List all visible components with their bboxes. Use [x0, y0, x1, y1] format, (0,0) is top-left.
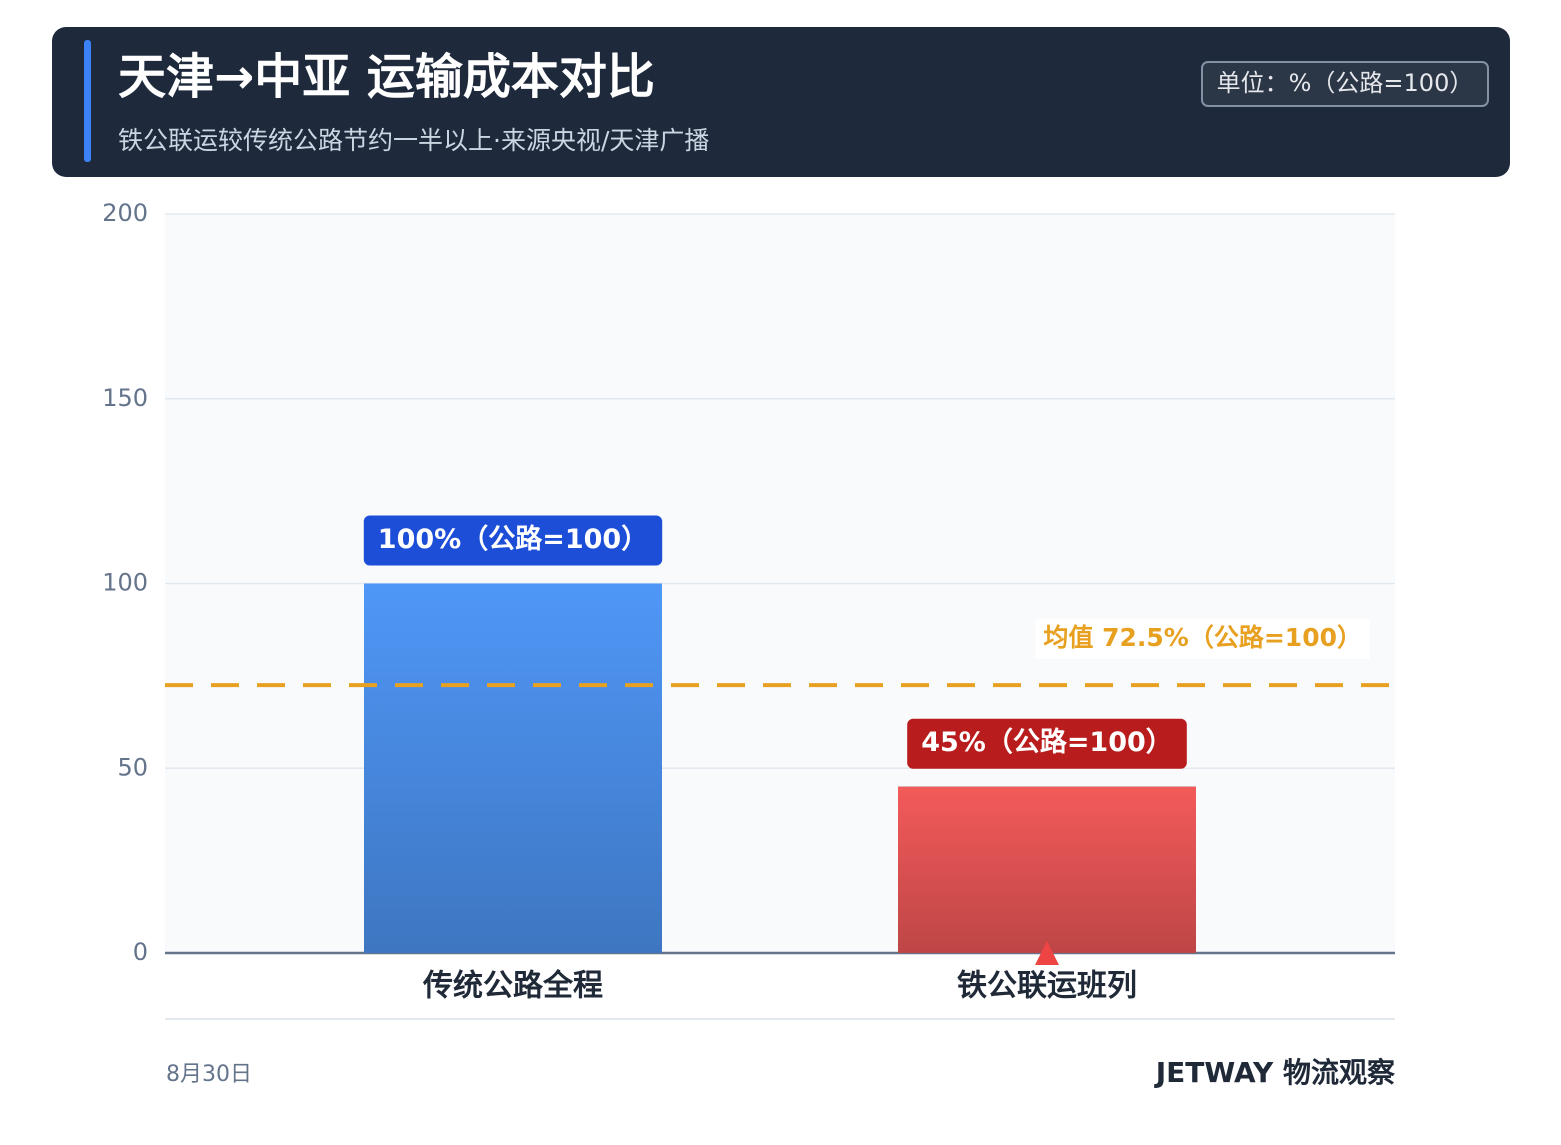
- footer-date: 8月30日: [166, 1062, 252, 1087]
- reference-label-box: [1035, 619, 1370, 660]
- bar: [898, 786, 1196, 953]
- y-tick-label: 150: [102, 384, 148, 412]
- highlight-marker: [1035, 941, 1059, 965]
- header-panel: [52, 27, 1510, 177]
- unit-label: 单位：%（公路=100）: [1217, 69, 1474, 97]
- value-label-box: [363, 515, 663, 566]
- value-label: 45%（公路=100）: [921, 726, 1173, 758]
- chart-title: 天津→中亚 运输成本对比: [118, 49, 655, 105]
- x-tick-label: 传统公路全程: [422, 969, 603, 1004]
- reference-label: 均值 72.5%（公路=100）: [1043, 623, 1362, 652]
- unit-badge: [1201, 61, 1489, 107]
- header-accent: [84, 40, 91, 162]
- x-tick-label: 铁公联运班列: [957, 969, 1137, 1004]
- plot: 0 50 100 150 200 传统公路全程 100%（公路=100） 铁公联运班列 45%（…: [102, 199, 1395, 1004]
- y-tick-label: 100: [102, 569, 148, 597]
- bar: [364, 583, 662, 953]
- value-label-box: [907, 718, 1187, 769]
- y-tick-label: 200: [102, 199, 148, 227]
- value-label: 100%（公路=100）: [378, 523, 648, 555]
- footer-brand: JETWAY 物流观察: [1154, 1056, 1396, 1089]
- y-tick-label: 0: [133, 938, 148, 966]
- chart-subtitle: 铁公联运较传统公路节约一半以上·来源央视/天津广播: [118, 126, 709, 155]
- y-tick-label: 50: [117, 753, 148, 781]
